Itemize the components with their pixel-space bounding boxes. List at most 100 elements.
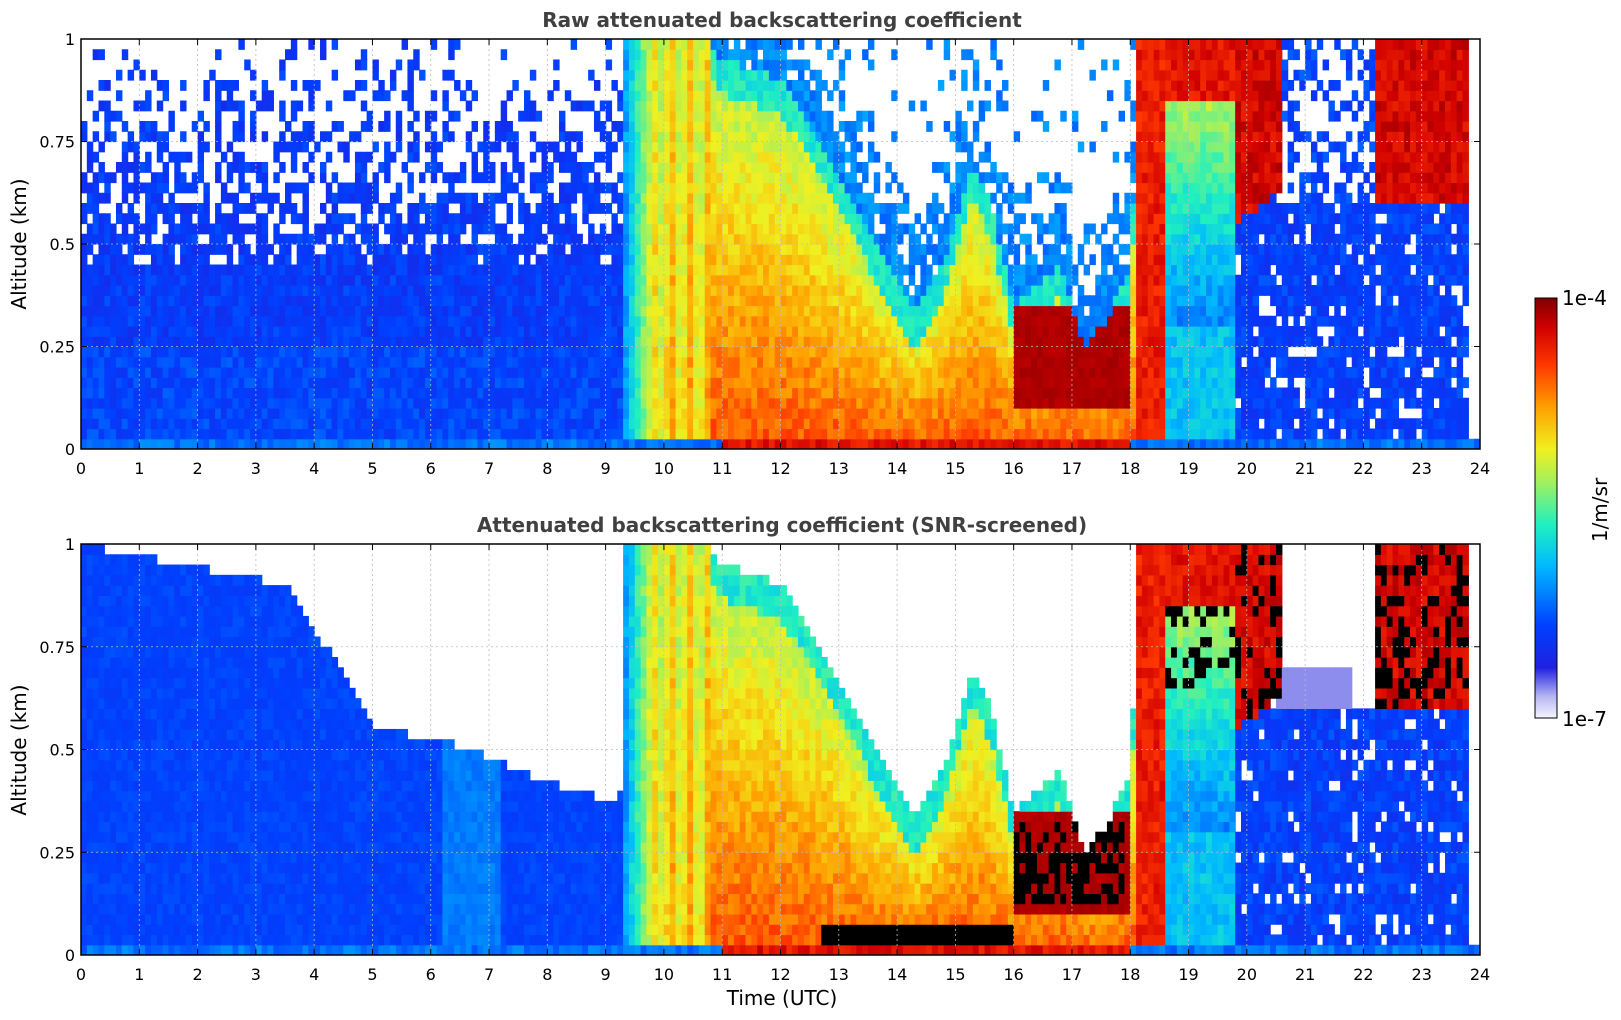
heatmap-cell <box>541 264 548 276</box>
heatmap-cell <box>500 233 508 245</box>
heatmap-cell <box>582 387 589 399</box>
heatmap-cell <box>658 80 665 91</box>
heatmap-cell <box>628 110 636 122</box>
heatmap-cell <box>547 264 554 276</box>
heatmap-cell <box>203 192 210 204</box>
heatmap-cell <box>215 264 222 276</box>
heatmap-cell <box>751 39 758 50</box>
heatmap-cell <box>681 264 688 276</box>
heatmap-cell <box>180 377 187 389</box>
heatmap-cell <box>145 428 152 440</box>
heatmap-cell <box>98 367 105 378</box>
heatmap-cell <box>623 141 630 153</box>
heatmap-cell <box>593 233 601 245</box>
heatmap-cell <box>972 182 980 194</box>
heatmap-cell <box>1025 233 1032 245</box>
heatmap-cell <box>512 397 519 409</box>
heatmap-cell <box>698 49 706 61</box>
heatmap-cell <box>471 254 478 266</box>
heatmap-cell <box>86 305 94 317</box>
heatmap-cell <box>698 254 706 266</box>
heatmap-cell <box>162 172 170 184</box>
heatmap-cell <box>337 295 344 307</box>
heatmap-cell <box>314 397 321 409</box>
heatmap-cell <box>605 59 613 71</box>
heatmap-cell <box>547 203 554 214</box>
heatmap-cell <box>261 377 269 389</box>
heatmap-cell <box>541 326 548 337</box>
heatmap-cell <box>955 274 962 286</box>
heatmap-cell <box>972 233 980 245</box>
heatmap-cell <box>1019 438 1026 449</box>
heatmap-cell <box>757 438 764 449</box>
heatmap-cell <box>337 192 344 204</box>
heatmap-cell <box>395 131 403 143</box>
heatmap-cell <box>232 131 239 143</box>
heatmap-cell <box>331 233 339 245</box>
heatmap-cell <box>314 387 321 399</box>
heatmap-cell <box>716 49 723 61</box>
heatmap-cell <box>623 387 630 399</box>
heatmap-cell <box>489 428 496 440</box>
heatmap-cell <box>98 49 105 61</box>
heatmap-cell <box>477 336 484 348</box>
heatmap-cell <box>628 233 636 245</box>
heatmap-cell <box>139 367 146 378</box>
heatmap-cell <box>512 428 519 440</box>
heatmap-cell <box>803 377 811 389</box>
heatmap-cell <box>524 110 531 122</box>
heatmap-cell <box>640 121 648 132</box>
heatmap-cell <box>745 254 752 266</box>
heatmap-cell <box>663 397 671 409</box>
heatmap-cell <box>255 172 263 184</box>
heatmap-cell <box>279 100 286 112</box>
heatmap-cell <box>535 233 543 245</box>
heatmap-cell <box>757 192 764 204</box>
heatmap-cell <box>1031 418 1038 430</box>
heatmap-cell <box>763 305 770 317</box>
heatmap-cell <box>419 192 426 204</box>
heatmap-cell <box>477 428 484 440</box>
heatmap-cell <box>442 346 449 358</box>
heatmap-cell <box>436 408 444 419</box>
heatmap-cell <box>617 90 624 102</box>
heatmap-cell <box>1013 387 1021 399</box>
heatmap-cell <box>308 418 315 430</box>
heatmap-cell <box>570 418 578 430</box>
heatmap-cell <box>605 315 613 327</box>
heatmap-cell <box>663 387 671 399</box>
heatmap-cell <box>739 387 747 399</box>
heatmap-cell <box>145 213 152 225</box>
heatmap-cell <box>669 69 677 81</box>
heatmap-cell <box>751 203 758 214</box>
heatmap-cell <box>768 182 776 194</box>
heatmap-cell <box>792 223 799 235</box>
heatmap-cell <box>803 90 811 102</box>
heatmap-cell <box>238 223 245 235</box>
heatmap-cell <box>244 203 251 214</box>
heatmap-cell <box>803 274 811 286</box>
heatmap-cell <box>325 274 333 286</box>
heatmap-cell <box>372 264 379 276</box>
heatmap-cell <box>838 121 846 132</box>
heatmap-cell <box>535 326 543 337</box>
heatmap-cell <box>267 356 274 368</box>
heatmap-cell <box>331 387 339 399</box>
heatmap-cell <box>296 438 304 449</box>
heatmap-cell <box>972 192 980 204</box>
heatmap-cell <box>768 326 776 337</box>
heatmap-cell <box>827 162 834 173</box>
heatmap-cell <box>477 326 484 337</box>
heatmap-cell <box>663 315 671 327</box>
heatmap-cell <box>325 408 333 419</box>
heatmap-cell <box>570 274 578 286</box>
heatmap-cell <box>115 285 123 296</box>
heatmap-cell <box>255 305 263 317</box>
heatmap-cell <box>623 346 630 358</box>
heatmap-cell <box>862 244 869 255</box>
heatmap-cell <box>558 387 566 399</box>
heatmap-cell <box>932 326 939 337</box>
heatmap-cell <box>471 213 478 225</box>
heatmap-cell <box>92 305 100 317</box>
heatmap-cell <box>250 192 257 204</box>
